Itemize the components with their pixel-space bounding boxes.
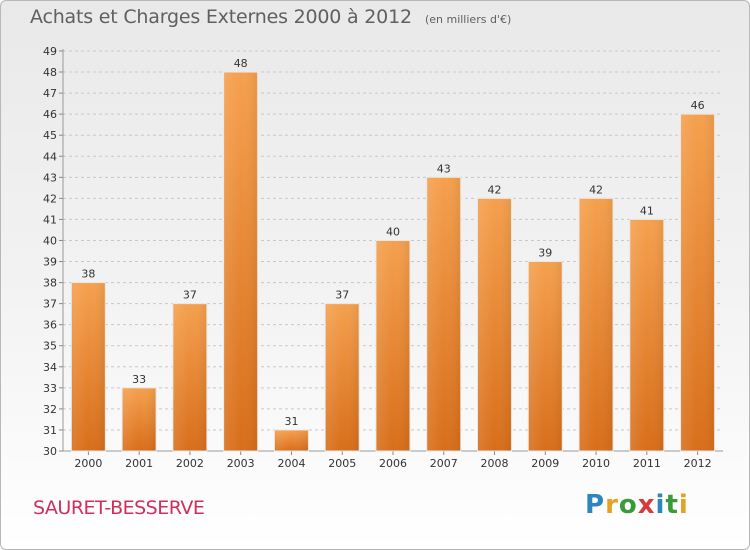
bar-value-label: 37 (183, 289, 197, 302)
x-tick-label: 2006 (379, 457, 407, 470)
y-tick-label: 36 (43, 319, 57, 332)
bar-shine (123, 388, 156, 451)
y-tick-label: 31 (43, 424, 57, 437)
bar-shine (72, 283, 105, 451)
logo-letter: r (605, 490, 619, 520)
y-tick-label: 40 (43, 234, 57, 247)
y-tick-label: 44 (43, 150, 57, 163)
y-tick-label: 34 (43, 361, 57, 374)
bar-shine (275, 430, 308, 451)
x-tick-label: 2010 (582, 457, 610, 470)
label-layer: 38 2000 33 2001 37 2002 48 2003 31 2004 37 2005 40 20… (74, 57, 711, 470)
y-tick-label: 33 (43, 382, 57, 395)
bar-value-label: 42 (589, 183, 603, 196)
logo-letter: t (665, 490, 679, 520)
logo-letter: x (637, 490, 656, 520)
bar-value-label: 46 (691, 99, 705, 112)
bar-shine (529, 262, 562, 451)
bar-shine (681, 115, 714, 451)
bar-shine (326, 304, 359, 451)
x-tick-label: 2005 (328, 457, 356, 470)
proxiti-logo[interactable]: Proxiti (585, 490, 689, 520)
bar-value-label: 48 (234, 57, 248, 70)
x-tick-label: 2002 (176, 457, 204, 470)
x-tick-label: 2003 (227, 457, 255, 470)
y-tick-label: 46 (43, 108, 57, 121)
y-tick-label: 42 (43, 192, 57, 205)
commune-name: SAURET-BESSERVE (33, 497, 205, 519)
y-tick-label: 37 (43, 298, 57, 311)
logo-letter: i (655, 490, 666, 520)
bar-shine (377, 241, 409, 451)
bar-value-label: 40 (386, 225, 400, 238)
x-tick-label: 2011 (633, 457, 661, 470)
logo-letter: P (585, 490, 606, 520)
bar-layer (70, 71, 716, 452)
bar-value-label: 43 (437, 162, 451, 175)
bar-value-label: 37 (335, 289, 349, 302)
x-tick-label: 2008 (481, 457, 509, 470)
x-tick-label: 2004 (277, 457, 305, 470)
bar-value-label: 42 (488, 183, 502, 196)
bar-shine (630, 220, 663, 451)
y-tick-label: 38 (43, 277, 57, 290)
y-tick-label: 45 (43, 129, 57, 142)
bar-shine (224, 73, 257, 451)
logo-letter: i (678, 490, 689, 520)
bar-value-label: 31 (284, 415, 298, 428)
y-tick-label: 48 (43, 66, 57, 79)
x-tick-label: 2001 (125, 457, 153, 470)
y-tick-label: 32 (43, 403, 57, 416)
x-tick-label: 2007 (430, 457, 458, 470)
bar-value-label: 39 (538, 247, 552, 260)
y-tick-label: 43 (43, 171, 57, 184)
bar-shine (173, 304, 206, 451)
title-row: Achats et Charges Externes 2000 à 2012 (… (30, 6, 511, 28)
y-tick-label: 49 (43, 45, 57, 58)
bar-value-label: 33 (132, 373, 146, 386)
bar-value-label: 41 (640, 204, 654, 217)
chart-unit: (en milliers d'€) (424, 13, 512, 26)
y-tick-label: 35 (43, 340, 57, 353)
bar-shine (478, 199, 511, 451)
bar-shine (580, 199, 613, 451)
x-tick-label: 2000 (74, 457, 102, 470)
x-tick-label: 2012 (684, 457, 712, 470)
y-tick-label: 39 (43, 256, 57, 269)
y-tick-label: 47 (43, 87, 57, 100)
y-tick-label: 30 (43, 445, 57, 458)
chart-title: Achats et Charges Externes 2000 à 2012 (30, 6, 412, 28)
bar-shine (427, 178, 460, 451)
bar-value-label: 38 (81, 268, 95, 281)
x-tick-label: 2009 (531, 457, 559, 470)
y-tick-label: 41 (43, 213, 57, 226)
logo-letter: o (618, 490, 638, 520)
